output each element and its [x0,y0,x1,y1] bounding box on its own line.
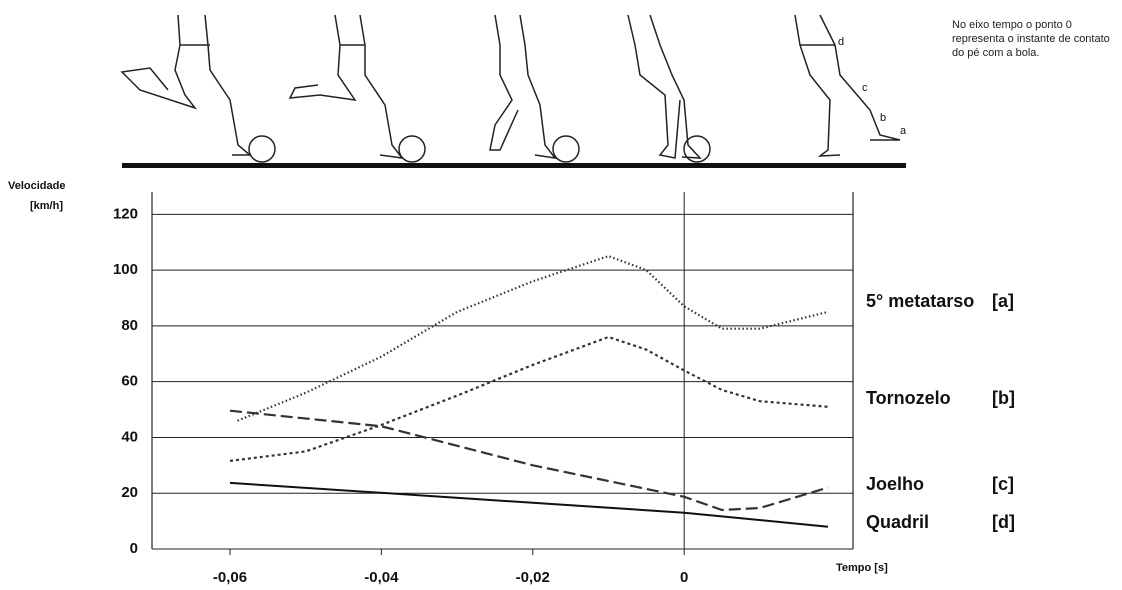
series-line [229,409,829,512]
figure-label: d [838,36,844,48]
series-label: Quadril [866,512,929,532]
series-tag: [c] [992,474,1014,494]
illustration: d c b a [120,14,907,168]
figure-label: c [862,82,868,94]
series-tag: [d] [992,512,1015,532]
x-axis-label: Tempo [s] [836,562,888,574]
y-axis-unit: [km/h] [30,200,63,212]
figure-label: b [880,112,886,124]
series-label: 5° metatarso [866,291,974,311]
figure-label: a [900,125,907,137]
x-tick-label: -0,04 [364,569,399,586]
series-tag: [b] [992,388,1015,408]
y-tick-label: 120 [113,205,138,222]
series-label: Joelho [866,474,924,494]
y-tick-label: 40 [121,428,138,445]
x-tick-label: -0,02 [516,569,550,586]
y-tick-label: 80 [121,317,138,334]
y-axis-label: Velocidade [8,180,65,192]
x-tick-label: -0,06 [213,569,247,586]
y-tick-label: 60 [121,373,138,390]
y-tick-label: 20 [121,484,138,501]
series-tag: [a] [992,291,1014,311]
series-label: Tornozelo [866,388,951,408]
series-line [229,335,829,462]
y-tick-label: 100 [113,261,138,278]
x-tick-label: 0 [680,569,688,586]
note: No eixo tempo o ponto 0 representa o ins… [952,19,1110,59]
series-line [237,255,829,422]
y-tick-label: 0 [130,540,138,557]
series-line [229,481,829,528]
